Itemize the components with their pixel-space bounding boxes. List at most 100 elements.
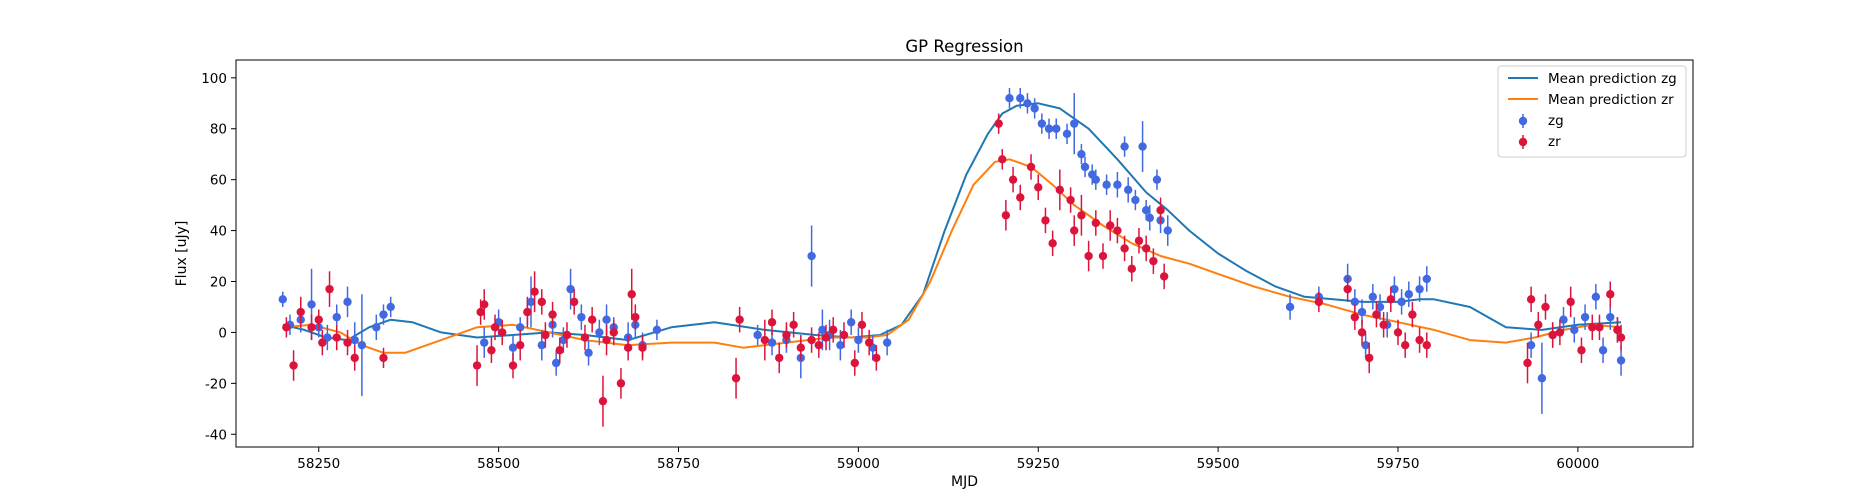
data-point-zg	[526, 297, 536, 307]
data-point-zr	[1386, 295, 1396, 304]
data-point-zr	[580, 333, 590, 342]
data-point-zg	[767, 338, 777, 347]
data-point-zg	[1350, 297, 1360, 307]
data-point-zg	[1077, 150, 1086, 159]
data-point-zr	[994, 119, 1003, 128]
data-point-zr	[796, 343, 806, 352]
data-point-zg	[307, 300, 316, 309]
data-point-zr	[1016, 193, 1025, 202]
data-point-zr	[379, 353, 388, 363]
data-point-zg	[1016, 93, 1025, 103]
data-point-zg	[350, 335, 359, 345]
chart-title: GP Regression	[905, 37, 1023, 56]
data-point-zr	[1526, 295, 1536, 304]
x-tick-label: 58750	[657, 456, 700, 472]
data-point-zr	[1008, 175, 1018, 184]
data-point-zr	[775, 353, 784, 363]
data-point-zr	[1365, 353, 1374, 363]
y-axis-title: Flux [uJy]	[174, 221, 190, 287]
data-point-zr	[289, 361, 298, 370]
data-point-zr	[1070, 226, 1079, 235]
data-point-zr	[318, 338, 327, 347]
data-point-zg	[379, 310, 388, 319]
data-point-zr	[555, 346, 564, 355]
data-point-zr	[1343, 284, 1352, 294]
data-point-zg	[882, 338, 892, 347]
data-point-zg	[1131, 195, 1140, 205]
series-zg	[278, 88, 1626, 414]
data-point-zr	[1156, 206, 1165, 215]
data-point-zr	[1408, 310, 1417, 319]
data-point-zg	[1357, 307, 1367, 317]
data-point-zg	[1368, 292, 1378, 301]
data-point-zr	[1555, 328, 1565, 337]
data-point-zr	[1134, 236, 1144, 245]
data-point-zr	[530, 287, 539, 296]
x-axis-title: MJD	[951, 474, 978, 490]
data-point-zg	[1616, 356, 1626, 365]
data-point-zg	[1044, 124, 1054, 133]
data-point-zr	[998, 155, 1007, 164]
data-point-zr	[789, 320, 798, 329]
data-point-zr	[1422, 340, 1431, 350]
x-tick-label: 59000	[837, 456, 880, 472]
data-point-zr	[623, 343, 633, 352]
data-point-zg	[1397, 297, 1406, 307]
data-point-zr	[1113, 226, 1122, 235]
y-tick-label: 60	[210, 173, 227, 189]
data-point-zr	[828, 325, 838, 335]
data-point-zg	[1070, 119, 1079, 128]
data-point-zr	[872, 353, 881, 363]
data-point-zr	[1026, 162, 1036, 172]
data-point-zr	[1606, 290, 1615, 299]
data-point-zr	[1098, 251, 1108, 261]
data-point-zr	[1149, 256, 1158, 266]
data-point-zg	[595, 328, 604, 337]
data-point-zg	[357, 340, 367, 350]
data-point-zr	[1415, 335, 1424, 345]
x-axis-ticks: 58250 58500 58750 59000 59250 59500 59750 60000	[297, 447, 1599, 472]
y-tick-label: -20	[205, 376, 227, 392]
data-point-zg	[372, 323, 381, 332]
data-point-zg	[1375, 302, 1385, 312]
data-point-zr	[1077, 211, 1086, 220]
data-point-zr	[1120, 244, 1129, 253]
data-point-zr	[821, 333, 831, 342]
data-point-zg	[480, 338, 489, 347]
data-point-zr	[814, 340, 823, 350]
data-point-zr	[332, 333, 341, 342]
data-point-zr	[1055, 185, 1065, 195]
data-point-zr	[516, 340, 525, 350]
plot-area	[236, 60, 1693, 447]
data-point-zr	[839, 330, 849, 340]
x-tick-label: 59250	[1017, 456, 1060, 472]
data-point-zr	[616, 379, 626, 388]
data-point-zg	[807, 251, 816, 261]
data-point-zr	[735, 315, 744, 324]
data-point-zr	[1106, 221, 1115, 230]
data-point-zg	[1145, 213, 1154, 223]
x-tick-label: 59500	[1197, 456, 1240, 472]
mean-prediction-lines	[282, 102, 1622, 354]
data-point-zr	[1379, 320, 1388, 329]
legend: Mean prediction zg Mean prediction zr zg…	[1497, 65, 1687, 158]
data-point-zg	[818, 325, 827, 335]
x-tick-label: 58500	[477, 456, 520, 472]
data-point-zr	[1084, 251, 1093, 261]
data-point-zg	[1113, 180, 1122, 189]
legend-swatch-zr-marker	[1518, 137, 1528, 147]
data-point-zg	[1537, 374, 1547, 383]
data-point-zr	[627, 290, 636, 299]
data-point-zr	[487, 346, 496, 355]
data-point-zr	[864, 338, 874, 347]
data-point-zg	[1415, 284, 1424, 294]
data-point-zr	[562, 330, 572, 340]
data-point-zg	[1062, 129, 1072, 139]
data-point-zr	[631, 312, 640, 322]
data-point-zr	[587, 315, 597, 324]
y-tick-label: 0	[218, 325, 227, 341]
y-tick-label: 80	[210, 122, 227, 138]
data-point-zr	[1534, 320, 1543, 329]
legend-box	[1497, 65, 1687, 158]
